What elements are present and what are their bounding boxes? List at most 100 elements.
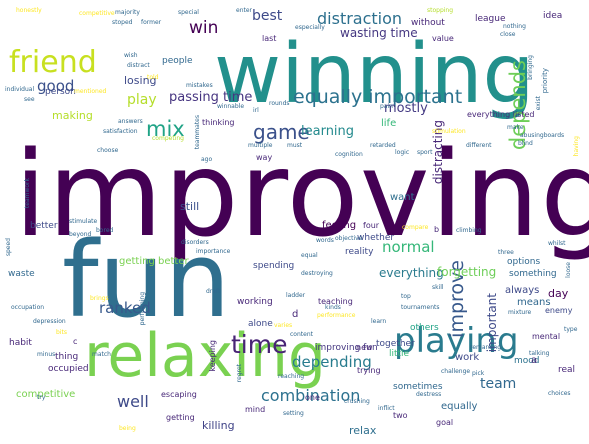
word-idea: idea: [543, 11, 563, 21]
word-majority: majority: [115, 9, 140, 16]
word-exist: exist: [535, 96, 542, 111]
word-brings: brings: [90, 295, 109, 302]
word-loose: loose: [565, 262, 572, 278]
word-mentioned: mentioned: [74, 88, 107, 95]
word-pick: pick: [472, 370, 485, 377]
word-mix: mix: [146, 117, 185, 141]
word-well: well: [117, 392, 149, 411]
word-satisfaction: satisfaction: [103, 128, 138, 135]
word-logic: logic: [395, 149, 410, 156]
word-type: type: [564, 326, 578, 333]
word-enemy: enemy: [545, 306, 573, 315]
word-passing-time: passing time: [169, 90, 253, 105]
word-former: former: [141, 19, 162, 26]
word-told: told: [147, 74, 159, 81]
word-thing: thing: [55, 352, 79, 362]
word-teaching: teaching: [318, 297, 353, 306]
word-tournaments: tournaments: [401, 304, 440, 311]
word-habit: habit: [9, 338, 32, 348]
word-kinds: kinds: [325, 304, 341, 311]
word-ladder: ladder: [286, 292, 306, 299]
word-making: making: [52, 109, 93, 122]
word-stimulation: stimulation: [432, 128, 466, 135]
word-match: match: [92, 351, 111, 358]
word-setting: setting: [283, 410, 304, 417]
word-honestly: honestly: [16, 7, 42, 14]
word-person: person: [45, 87, 76, 97]
word-game: game: [253, 120, 310, 144]
word-four: four: [363, 221, 380, 230]
word-bringing: bringing: [527, 55, 534, 80]
word-regret: regret: [236, 364, 243, 383]
word-waste: waste: [8, 269, 35, 279]
word-competing: competing: [152, 135, 184, 142]
word-time: time: [231, 330, 288, 359]
word-being: being: [119, 425, 136, 432]
word-little: little: [389, 349, 410, 359]
word-team: team: [480, 376, 517, 392]
word-performing: performing: [139, 292, 146, 326]
word-c: c: [73, 337, 78, 346]
word-whether: whether: [357, 233, 395, 243]
word-sport: sport: [417, 149, 433, 156]
word-three: three: [498, 249, 514, 256]
word-options: options: [507, 257, 541, 267]
word-competitive: competitive: [16, 389, 76, 400]
word-bored: bored: [96, 227, 114, 234]
word-beyond: beyond: [69, 231, 92, 238]
word-people: people: [162, 56, 193, 66]
word-see: see: [24, 96, 35, 103]
word-new: new: [356, 343, 373, 352]
word-remarding: remarding: [470, 344, 501, 351]
word-mental: mental: [532, 332, 561, 341]
word-normal: normal: [382, 238, 435, 256]
word-occupation: occupation: [11, 304, 45, 311]
word-choices: choices: [548, 390, 571, 397]
word-want: want: [390, 192, 415, 203]
word-retarded: retarded: [370, 142, 396, 149]
word-teamwork: teamwork: [24, 178, 31, 209]
word-special: special: [178, 9, 199, 16]
word-best: best: [252, 8, 283, 24]
word-keeping: keeping: [208, 340, 217, 372]
word-nothing: nothing: [503, 23, 526, 30]
word-better: better: [30, 221, 58, 231]
word-bits: bits: [56, 329, 67, 336]
word-multiple: multiple: [248, 142, 273, 149]
word-priority: priority: [541, 68, 549, 94]
word-mind: mind: [245, 405, 266, 414]
word-working: working: [237, 297, 273, 307]
word-depending: depending: [292, 353, 372, 371]
word-importance: importance: [196, 248, 231, 255]
word-playing: playing: [394, 321, 519, 361]
word-wish: wish: [124, 52, 138, 59]
word-improving-fun: improving fun: [315, 343, 378, 353]
word-good: good: [37, 77, 75, 95]
word-everything: everything: [379, 266, 444, 280]
word-words: words: [316, 237, 334, 244]
word-alone: alone: [248, 319, 273, 329]
word-relaxing: relaxing: [84, 321, 326, 391]
word-getting: getting: [166, 413, 195, 422]
word-killing: killing: [202, 419, 235, 432]
word-pain: pain: [380, 103, 393, 110]
word-irl: irl: [253, 107, 259, 114]
word-relax: relax: [349, 424, 377, 437]
word-improving: improving: [14, 125, 589, 263]
word-challenge: challenge: [441, 368, 471, 375]
word-thinking: thinking: [202, 118, 235, 127]
word-destroying: destroying: [301, 270, 333, 277]
word-together: together: [376, 339, 415, 349]
word-sometimes: sometimes: [393, 382, 443, 392]
word-top: top: [401, 293, 411, 300]
word-winnable: winnable: [217, 103, 245, 110]
word-day: day: [548, 287, 569, 300]
word-way: way: [256, 153, 273, 162]
word-b: b: [434, 225, 440, 234]
word-depression: depression: [33, 318, 66, 325]
word-content: content: [290, 331, 313, 338]
word-everything-listed: everything listed: [467, 110, 535, 119]
word-wasting-time: wasting time: [340, 26, 418, 40]
word-distract: distract: [127, 62, 150, 69]
word-work: work: [455, 352, 480, 363]
